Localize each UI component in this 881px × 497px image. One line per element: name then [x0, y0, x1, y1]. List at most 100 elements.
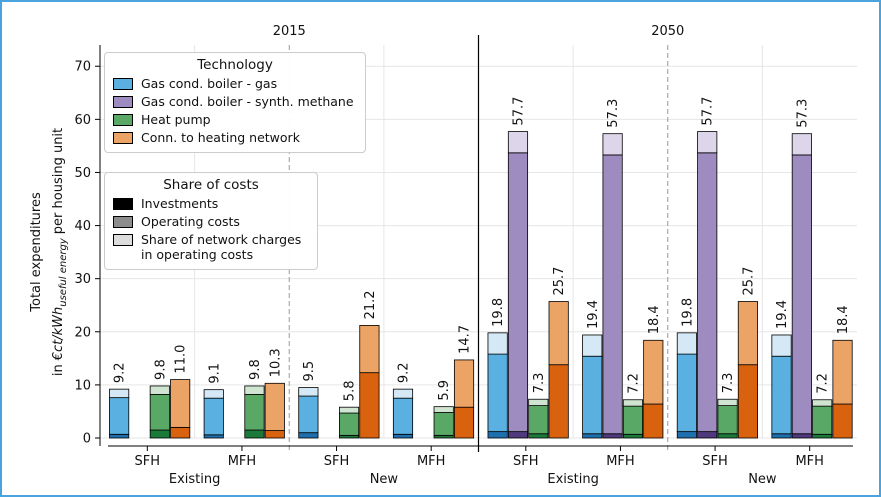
bar-segment: [717, 405, 738, 435]
total-label: 57.3: [606, 99, 621, 128]
bar-segment: [602, 133, 623, 156]
total-label: 7.2: [626, 373, 641, 394]
group-label: New: [748, 472, 777, 487]
bar-segment: [771, 433, 792, 439]
bar-segment: [812, 399, 833, 407]
bar-segment: [676, 353, 697, 433]
cost-legend: Share of costs Investments Operating cost…: [104, 172, 318, 270]
group-label: Existing: [169, 472, 221, 487]
bar-segment: [812, 433, 833, 439]
total-label: 25.7: [741, 267, 756, 296]
x-tick-label: MFH: [606, 454, 634, 469]
legend-entry: Heat pump: [113, 112, 357, 127]
total-label: 7.2: [816, 373, 831, 394]
bar-segment: [487, 431, 508, 439]
total-label: 21.2: [363, 290, 378, 319]
bar-segment: [392, 388, 414, 399]
y-tick-label: 20: [74, 325, 91, 340]
bar-segment: [203, 389, 224, 399]
technology-legend: Technology Gas cond. boiler - gas Gas con…: [104, 52, 366, 153]
legend-swatch: [113, 96, 133, 108]
legend-entry: Conn. to heating network: [113, 130, 357, 145]
legend-entry: Operating costs: [113, 214, 309, 229]
legend-swatch: [113, 78, 133, 90]
total-label: 5.9: [437, 380, 452, 401]
legend-label: Share of network charges in operating co…: [141, 232, 302, 262]
legend-label: Gas cond. boiler - gas: [141, 76, 278, 91]
legend-swatch: [113, 216, 133, 228]
y-axis-label: Total expenditures: [29, 192, 44, 313]
bar-segment: [548, 364, 569, 439]
bar-segment: [453, 359, 475, 408]
bar-segment: [622, 433, 644, 439]
total-label: 9.8: [248, 359, 263, 380]
panel-title: 2015: [273, 24, 306, 39]
total-label: 9.1: [207, 363, 222, 384]
total-label: 10.3: [268, 348, 283, 377]
x-tick-label: SFH: [513, 454, 539, 469]
bar-segment: [433, 412, 454, 436]
bar-segment: [203, 434, 224, 439]
y-label-subscript: useful energy: [58, 237, 69, 307]
bar-segment: [697, 152, 718, 433]
bar-segment: [717, 433, 738, 439]
bar-segment: [149, 385, 170, 395]
total-label: 9.2: [397, 362, 412, 383]
y-label-suffix: per housing unit: [51, 128, 66, 234]
bar-segment: [264, 382, 285, 431]
bar-segment: [791, 133, 812, 156]
legend-entry: Gas cond. boiler - synth. methane: [113, 94, 357, 109]
total-label: 57.7: [511, 97, 526, 126]
bar-segment: [791, 433, 812, 439]
bar-segment: [170, 379, 191, 428]
bar-segment: [149, 429, 170, 439]
bar-segment: [832, 339, 853, 405]
bar-segment: [507, 131, 529, 154]
bar-segment: [717, 398, 738, 407]
total-label: 57.7: [701, 97, 716, 126]
bar-segment: [298, 432, 319, 439]
total-label: 9.2: [113, 362, 128, 383]
legend-label: Gas cond. boiler - synth. methane: [141, 94, 354, 109]
bar-segment: [582, 334, 603, 357]
y-tick-label: 10: [74, 378, 91, 393]
total-label: 19.8: [680, 298, 695, 327]
legend-label: Heat pump: [141, 112, 211, 127]
bar-segment: [697, 131, 718, 154]
panel-title: 2050: [651, 24, 684, 39]
bar-segment: [602, 433, 623, 439]
y-label-prefix: in: [51, 364, 66, 376]
group-label: Existing: [547, 472, 599, 487]
total-label: 9.8: [153, 359, 168, 380]
total-label: 5.8: [343, 381, 358, 402]
bar-segment: [582, 355, 603, 435]
bar-segment: [622, 405, 644, 435]
bar-segment: [170, 426, 191, 439]
total-label: 18.4: [647, 305, 662, 334]
bar-segment: [737, 301, 758, 366]
bar-segment: [264, 430, 285, 439]
legend-title: Share of costs: [163, 177, 259, 193]
total-label: 25.7: [552, 267, 567, 296]
total-label: 19.8: [491, 298, 506, 327]
bar-segment: [359, 372, 380, 439]
bar-segment: [528, 433, 549, 439]
bar-segment: [676, 431, 697, 439]
bar-segment: [359, 325, 380, 374]
y-axis-label: in €ct/kWhuseful energy per housing unit: [51, 128, 69, 376]
bar-segment: [622, 399, 644, 407]
total-label: 57.3: [795, 99, 810, 128]
legend-swatch: [113, 114, 133, 126]
y-tick-label: 40: [74, 219, 91, 234]
bar-segment: [602, 154, 623, 435]
bar-segment: [791, 154, 812, 435]
bar-segment: [771, 334, 792, 357]
x-tick-label: MFH: [228, 454, 256, 469]
bar-segment: [487, 353, 508, 433]
bar-segment: [298, 395, 319, 434]
bar-segment: [244, 429, 265, 439]
total-label: 11.0: [174, 345, 189, 374]
bar-segment: [832, 403, 853, 439]
bar-segment: [737, 364, 758, 439]
